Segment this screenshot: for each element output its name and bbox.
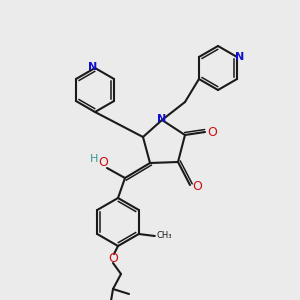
Text: N: N [236,52,245,62]
Text: CH₃: CH₃ [157,232,172,241]
Text: O: O [192,181,202,194]
Text: O: O [108,251,118,265]
Text: N: N [88,62,98,72]
Text: H: H [90,154,98,164]
Text: O: O [98,157,108,169]
Text: N: N [158,114,166,124]
Text: O: O [207,125,217,139]
